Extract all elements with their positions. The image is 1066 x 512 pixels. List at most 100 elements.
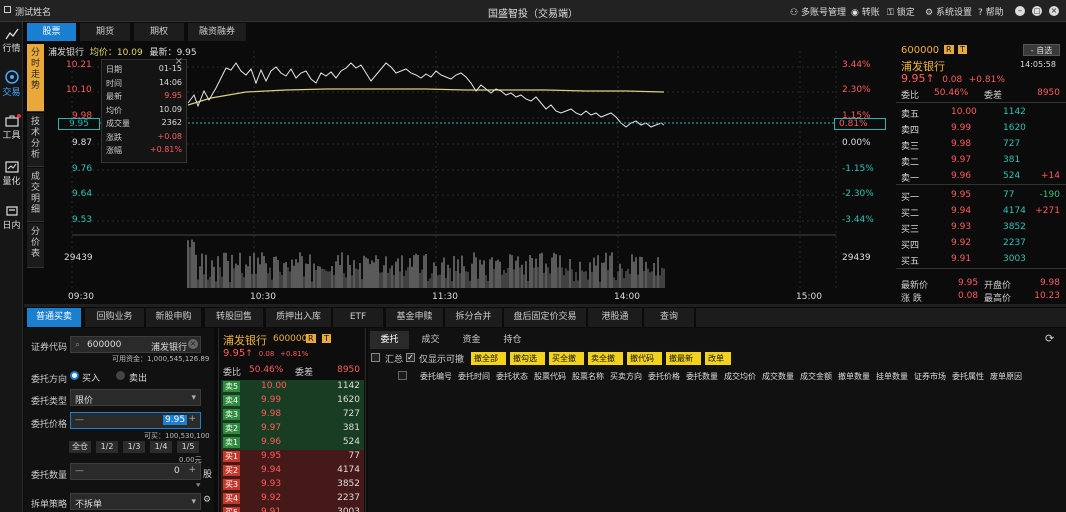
tab-stock[interactable]: 股票 — [27, 23, 76, 41]
order-action-button[interactable]: 撤最新 — [666, 352, 701, 365]
split-select[interactable]: 不拆单 ▾ — [70, 493, 201, 510]
tooltip-row: 时间 14:06 — [106, 78, 182, 90]
ob-bid-row[interactable]: 买3 9.93 3852 — [221, 478, 364, 492]
buy-radio[interactable] — [70, 371, 79, 380]
summary-checkbox[interactable] — [371, 353, 380, 362]
ob-bid-row[interactable]: 买5 9.91 3003 — [221, 506, 364, 512]
vtab-price-table[interactable]: 分价表 — [27, 223, 44, 268]
bid-volume: 4174 — [1003, 206, 1026, 216]
plus-icon[interactable]: + — [188, 465, 196, 475]
settings-button[interactable]: ⚙ 系统设置 — [925, 8, 972, 18]
sell-radio[interactable] — [116, 371, 125, 380]
nav-market[interactable]: 行情 — [0, 28, 23, 54]
bid-row[interactable]: 买一 9.95 77 -190 — [896, 188, 1066, 204]
qty-input[interactable]: — 0 + — [70, 463, 201, 480]
bid-row[interactable]: 买五 9.91 3003 — [896, 252, 1066, 268]
fraction-button[interactable]: 1/3 — [123, 441, 145, 453]
ob-ask-row[interactable]: 卖2 9.97 381 — [221, 422, 364, 436]
ob-ask-row[interactable]: 卖1 9.96 524 — [221, 436, 364, 450]
order-action-button[interactable]: 撤全部 — [471, 352, 506, 365]
fraction-button[interactable]: 1/2 — [96, 441, 118, 453]
nav-trade[interactable]: 交易 — [0, 70, 23, 98]
nav-tools[interactable]: 工具 — [0, 114, 23, 141]
vtab-timeshare[interactable]: 分时走势 — [27, 44, 44, 112]
bottom-tab[interactable]: 质押出入库 — [266, 308, 331, 327]
minus-icon[interactable]: — — [75, 466, 84, 476]
bottom-tab[interactable]: 回购业务 — [85, 308, 144, 327]
tooltip-close-icon[interactable]: × — [174, 56, 183, 67]
minus-icon[interactable]: — — [75, 415, 84, 425]
ob-ask-row[interactable]: 卖5 10.00 1142 — [221, 380, 364, 394]
timeshare-chart[interactable]: 10.21 10.10 9.98 9.95 9.87 9.76 9.64 9.5… — [46, 43, 892, 303]
bid-row[interactable]: 买四 9.92 2237 — [896, 236, 1066, 252]
bottom-tab[interactable]: 基金申赎 — [386, 308, 443, 327]
ask-volume: 524 — [1003, 171, 1021, 181]
order-type-select[interactable]: 限价 ▾ — [70, 389, 201, 406]
expand-icon[interactable]: ⯆ — [195, 481, 202, 490]
ob-code: 600000 — [273, 334, 308, 344]
orders-tab[interactable]: 资金 — [462, 335, 481, 345]
bottom-tab[interactable]: 普通买卖 — [27, 308, 81, 327]
vtab-technical[interactable]: 技术分析 — [27, 113, 44, 167]
select-all-checkbox[interactable] — [398, 371, 407, 380]
nav-quant[interactable]: 量化 — [0, 161, 23, 187]
help-button[interactable]: ? 帮助 — [978, 8, 1004, 18]
bid-volume: 2237 — [1003, 238, 1026, 248]
gear-icon: ⚙ — [925, 8, 934, 18]
bottom-tab[interactable]: ETF — [333, 308, 383, 327]
plus-icon[interactable]: + — [188, 414, 196, 424]
ob-bid-row[interactable]: 买4 9.92 2237 — [221, 492, 364, 506]
bottom-tab[interactable]: 查询 — [644, 308, 694, 327]
bottom-tab[interactable]: 新股申购 — [146, 308, 201, 327]
ask-row[interactable]: 卖三 9.98 727 — [896, 137, 1066, 153]
refresh-icon[interactable]: ⟳ — [1045, 332, 1055, 345]
add-favorite-button[interactable]: - 自选 — [1023, 44, 1060, 56]
transfer-button[interactable]: ◉ 转账 — [851, 8, 880, 18]
order-action-button[interactable]: 撤代码 — [627, 352, 662, 365]
bid-row[interactable]: 买三 9.93 3852 — [896, 220, 1066, 236]
bottom-tab[interactable]: 盘后固定价交易 — [504, 308, 586, 327]
vtab-trade-detail[interactable]: 成交明细 — [27, 168, 44, 222]
tab-options[interactable]: 期权 — [134, 23, 184, 41]
order-action-button[interactable]: 撤勾选 — [510, 352, 545, 365]
tab-margin[interactable]: 融资融券 — [188, 23, 246, 41]
lock-button[interactable]: ⚿ 锁定 — [887, 8, 915, 18]
ask-row[interactable]: 卖一 9.96 524 +14 — [896, 169, 1066, 185]
ask-row[interactable]: 卖五 10.00 1142 — [896, 105, 1066, 121]
tab-futures[interactable]: 期货 — [80, 23, 130, 41]
fraction-button[interactable]: 1/5 — [177, 441, 199, 453]
bottom-tab[interactable]: 拆分合并 — [445, 308, 502, 327]
nav-intraday[interactable]: 日内 — [0, 205, 23, 231]
gear-icon[interactable]: ⚙ — [203, 495, 212, 505]
ask-label: 卖三 — [901, 142, 920, 152]
order-action-button[interactable]: 改单 — [705, 352, 731, 365]
close-icon[interactable]: × — [1049, 6, 1059, 16]
ask-row[interactable]: 卖四 9.99 1620 — [896, 121, 1066, 137]
order-action-button[interactable]: 卖全撤 — [588, 352, 623, 365]
bid-volume: 3003 — [1003, 254, 1026, 264]
orders-tab[interactable]: 委托 — [370, 331, 409, 349]
ask-row[interactable]: 卖二 9.97 381 — [896, 153, 1066, 169]
code-input[interactable]: ⌕ 600000 浦发银行 × — [70, 336, 201, 353]
panel-splitter[interactable] — [24, 304, 1066, 307]
ob-ask-row[interactable]: 卖3 9.98 727 — [221, 408, 364, 422]
cancellable-checkbox[interactable]: ✓ — [406, 353, 415, 362]
order-action-button[interactable]: 买全撤 — [549, 352, 584, 365]
intraday-icon — [5, 206, 18, 216]
fraction-button[interactable]: 全仓 — [69, 441, 91, 453]
clear-icon[interactable]: × — [188, 339, 198, 349]
minimize-icon[interactable]: – — [1015, 6, 1025, 16]
bid-label: 买五 — [901, 257, 920, 267]
ob-bid-row[interactable]: 买2 9.94 4174 — [221, 464, 364, 478]
price-input[interactable]: — 9.95 + — [70, 412, 201, 429]
bottom-tab[interactable]: 港股通 — [588, 308, 642, 327]
orders-tab[interactable]: 成交 — [421, 335, 440, 345]
maximize-icon[interactable]: □ — [1032, 6, 1042, 16]
ob-bid-row[interactable]: 买1 9.95 77 — [221, 450, 364, 464]
bottom-tab[interactable]: 转股回售 — [205, 308, 263, 327]
ob-ask-row[interactable]: 卖4 9.99 1620 — [221, 394, 364, 408]
fraction-button[interactable]: 1/4 — [150, 441, 172, 453]
bid-row[interactable]: 买二 9.94 4174 +271 — [896, 204, 1066, 220]
multi-account-button[interactable]: ⚇ 多账号管理 — [790, 8, 846, 18]
orders-tab[interactable]: 持仓 — [503, 335, 522, 345]
